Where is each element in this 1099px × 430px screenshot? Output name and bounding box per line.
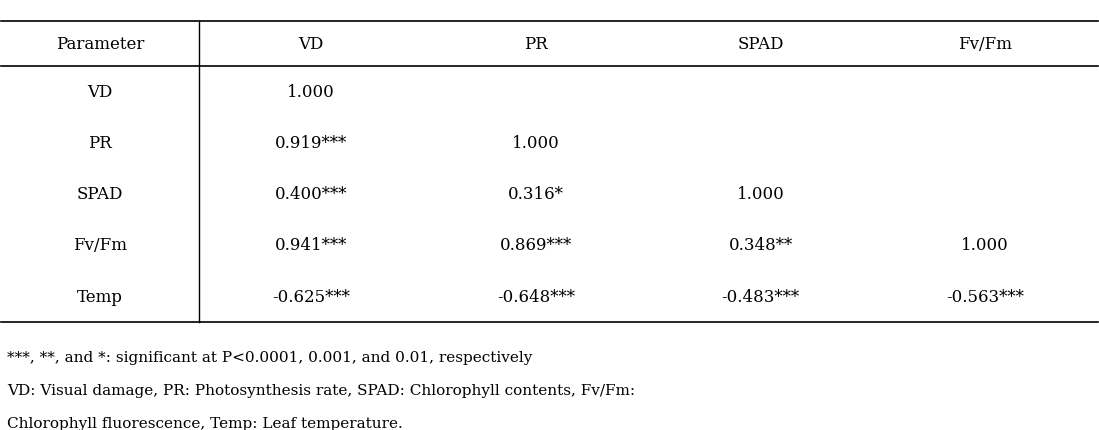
Text: PR: PR <box>524 36 547 53</box>
Text: VD: Visual damage, PR: Photosynthesis rate, SPAD: Chlorophyll contents, Fv/Fm:: VD: Visual damage, PR: Photosynthesis ra… <box>7 383 635 397</box>
Text: 1.000: 1.000 <box>962 237 1009 254</box>
Text: 0.348**: 0.348** <box>729 237 792 254</box>
Text: Fv/Fm: Fv/Fm <box>73 237 127 254</box>
Text: 0.941***: 0.941*** <box>275 237 347 254</box>
Text: Temp: Temp <box>77 288 123 305</box>
Text: 0.919***: 0.919*** <box>275 135 347 152</box>
Text: Chlorophyll fluorescence, Temp: Leaf temperature.: Chlorophyll fluorescence, Temp: Leaf tem… <box>7 416 402 430</box>
Text: 0.869***: 0.869*** <box>500 237 571 254</box>
Text: ***, **, and *: significant at P<0.0001, 0.001, and 0.01, respectively: ***, **, and *: significant at P<0.0001,… <box>7 350 532 365</box>
Text: -0.625***: -0.625*** <box>273 288 349 305</box>
Text: 0.316*: 0.316* <box>508 186 564 203</box>
Text: SPAD: SPAD <box>737 36 784 53</box>
Text: Parameter: Parameter <box>56 36 144 53</box>
Text: 1.000: 1.000 <box>736 186 785 203</box>
Text: VD: VD <box>87 84 113 101</box>
Text: 0.400***: 0.400*** <box>275 186 347 203</box>
Text: 1.000: 1.000 <box>287 84 335 101</box>
Text: -0.563***: -0.563*** <box>946 288 1024 305</box>
Text: SPAD: SPAD <box>77 186 123 203</box>
Text: PR: PR <box>88 135 112 152</box>
Text: -0.483***: -0.483*** <box>721 288 800 305</box>
Text: 1.000: 1.000 <box>512 135 559 152</box>
Text: Fv/Fm: Fv/Fm <box>958 36 1012 53</box>
Text: VD: VD <box>299 36 324 53</box>
Text: -0.648***: -0.648*** <box>497 288 575 305</box>
